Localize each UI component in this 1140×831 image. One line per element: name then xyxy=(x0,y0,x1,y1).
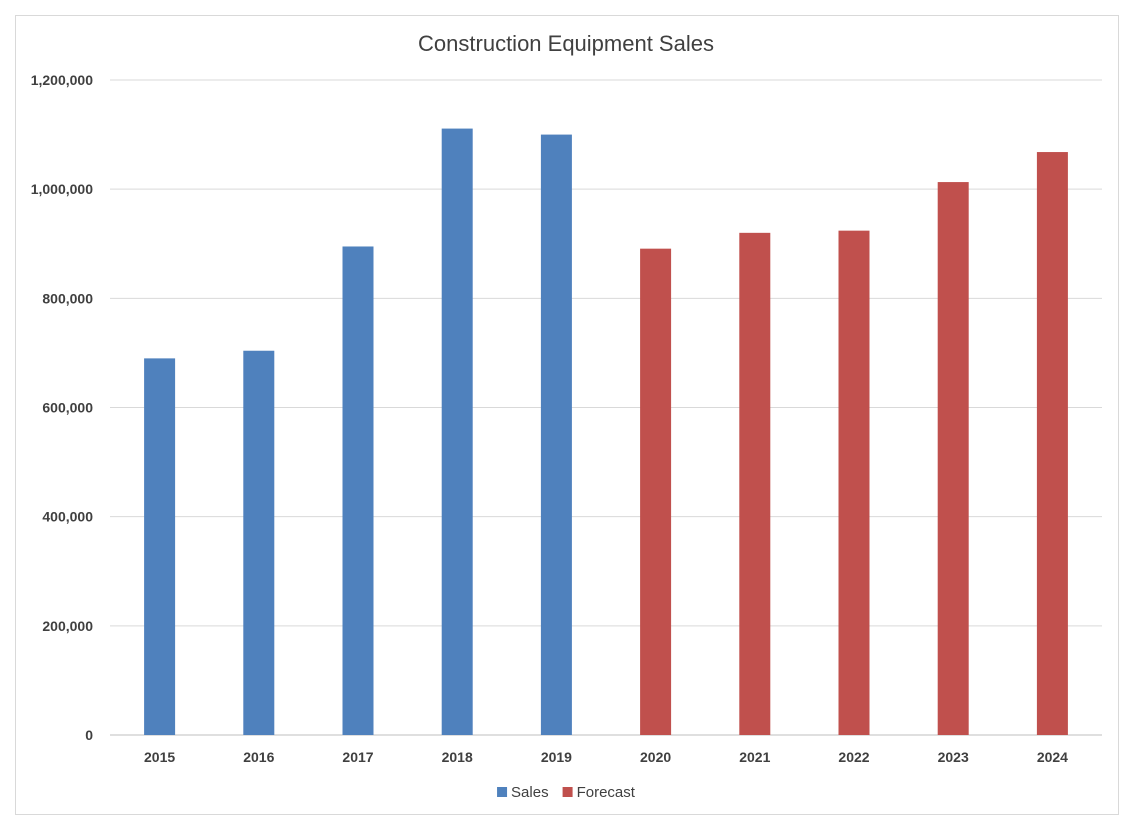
y-axis-ticks: 0 200,000 400,000 600,000 800,000 1,000,000 1,… xyxy=(31,72,94,743)
x-tick-label: 2020 xyxy=(640,749,671,765)
x-tick-label: 2017 xyxy=(342,749,373,765)
bar-sales-2019 xyxy=(540,134,572,736)
legend-item-sales: Sales xyxy=(497,784,549,801)
y-tick-label: 1,200,000 xyxy=(31,72,93,88)
legend-label: Forecast xyxy=(577,784,636,801)
bar-sales-2018 xyxy=(441,128,473,735)
bar-sales-2016 xyxy=(243,350,275,735)
legend-swatch xyxy=(562,787,573,797)
bar-forecast-2022 xyxy=(838,230,870,735)
y-tick-label: 1,000,000 xyxy=(31,181,93,197)
legend-label: Sales xyxy=(511,784,549,801)
legend-swatch xyxy=(497,787,508,797)
legend-item-forecast: Forecast xyxy=(562,784,636,801)
bar-forecast-2023 xyxy=(937,182,969,736)
legend: Sales Forecast xyxy=(497,784,636,801)
chart-title: Construction Equipment Sales xyxy=(418,31,714,56)
y-tick-label: 600,000 xyxy=(42,400,93,416)
x-tick-label: 2023 xyxy=(938,749,969,765)
bar-forecast-2020 xyxy=(640,248,672,735)
x-tick-label: 2015 xyxy=(144,749,175,765)
x-tick-label: 2018 xyxy=(442,749,473,765)
bar-forecast-2024 xyxy=(1036,152,1068,736)
x-tick-label: 2024 xyxy=(1037,749,1068,765)
y-tick-label: 800,000 xyxy=(42,290,93,306)
x-axis-ticks: 2015 2016 2017 2018 2019 2020 2021 2022 2023 2024 xyxy=(144,749,1068,765)
y-tick-label: 200,000 xyxy=(42,618,93,634)
y-tick-label: 400,000 xyxy=(42,509,93,525)
bar-sales-2017 xyxy=(342,246,374,735)
x-tick-label: 2019 xyxy=(541,749,572,765)
x-tick-label: 2021 xyxy=(739,749,770,765)
bar-sales-2015 xyxy=(144,358,176,735)
y-tick-label: 0 xyxy=(85,727,93,743)
bar-forecast-2021 xyxy=(739,232,771,736)
x-tick-label: 2022 xyxy=(838,749,869,765)
bars xyxy=(144,128,1068,736)
gridlines xyxy=(110,79,1102,736)
x-tick-label: 2016 xyxy=(243,749,274,765)
